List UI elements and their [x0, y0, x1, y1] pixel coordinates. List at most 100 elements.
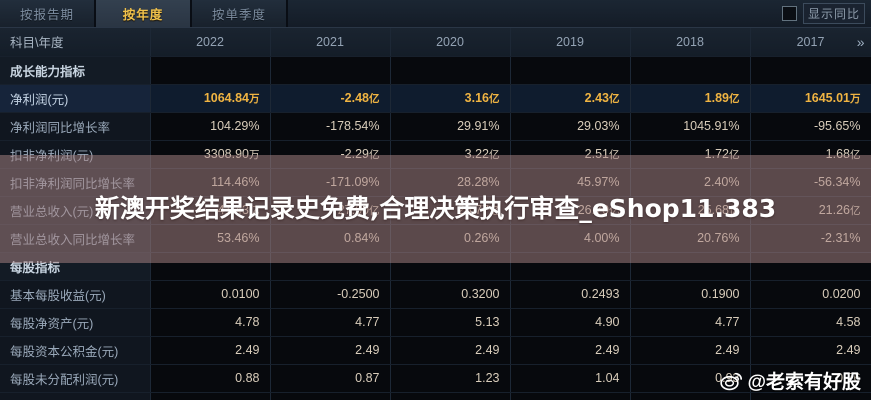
cell-2020: 1.23 [390, 364, 511, 393]
cell-2017: 0.33 [750, 392, 871, 400]
row-label: 营业总收入同比增长率 [0, 224, 151, 253]
cell-2021: -2.48亿 [270, 84, 391, 113]
table-row[interactable]: 每股未分配利润(元) 0.88 0.87 1.23 1.04 0.93 0.76 [0, 364, 871, 393]
cell-2020: 3.16亿 [390, 84, 511, 113]
table-row[interactable]: 每股资本公积金(元) 2.49 2.49 2.49 2.49 2.49 2.49 [0, 336, 871, 365]
cell-2018: 1.72亿 [630, 140, 751, 169]
cell-2021 [270, 252, 391, 281]
table-row[interactable]: 扣非净利润同比增长率 114.46% -171.09% 28.28% 45.97% 2.4… [0, 168, 871, 197]
table-row[interactable]: 每股指标 [0, 252, 871, 281]
tab-label: 按单季度 [211, 8, 266, 22]
cell-2019: 26.70亿 [510, 196, 631, 225]
cell-2022: 104.29% [150, 112, 271, 141]
cell-2021: 0.87 [270, 364, 391, 393]
cell-2018: 1.89亿 [630, 84, 751, 113]
tab-by-report-period[interactable]: 按报告期 [0, 0, 96, 27]
cell-2018 [630, 56, 751, 85]
cell-2022 [150, 56, 271, 85]
cell-2022: 3308.90万 [150, 140, 271, 169]
tab-label: 按报告期 [19, 8, 74, 22]
cell-2019: 45.97% [510, 168, 631, 197]
cell-2022: 4.78 [150, 308, 271, 337]
cell-2019: 29.03% [510, 112, 631, 141]
header-year-2017[interactable]: 2017 » [750, 28, 871, 57]
cell-2020: 29.91% [390, 112, 511, 141]
chevron-double-right-icon[interactable]: » [856, 33, 865, 50]
cell-2022: 114.46% [150, 168, 271, 197]
period-tabbar: 按报告期 按年度 按单季度 显示同比 [0, 0, 871, 28]
cell-2021: 4.77 [270, 308, 391, 337]
header-year-2022[interactable]: 2022 [150, 28, 271, 57]
row-label: 每股经营现金流(元) [0, 392, 151, 400]
table-row[interactable]: 扣非净利润(元) 3308.90万 -2.29亿 3.22亿 2.51亿 1.72亿 1.6… [0, 140, 871, 169]
cell-2022: 41.43亿 [150, 196, 271, 225]
row-label: 扣非净利润(元) [0, 140, 151, 169]
header-year-2019[interactable]: 2019 [510, 28, 631, 57]
cell-2020 [390, 252, 511, 281]
cell-2020: 3.22亿 [390, 140, 511, 169]
cell-2017: -2.31% [750, 224, 871, 253]
cell-2017 [750, 252, 871, 281]
cell-2017: -95.65% [750, 112, 871, 141]
table-row[interactable]: 净利润同比增长率 104.29% -178.54% 29.91% 29.03% 1045.… [0, 112, 871, 141]
cell-2018: 20.76% [630, 224, 751, 253]
show-yoy-label[interactable]: 显示同比 [802, 3, 865, 24]
cell-2019: 2.51亿 [510, 140, 631, 169]
cell-2020: 0.3200 [390, 280, 511, 309]
cell-2020: 28.28% [390, 168, 511, 197]
cell-2018: 1045.91% [630, 112, 751, 141]
row-label: 每股未分配利润(元) [0, 364, 151, 393]
cell-2019: 0.36 [510, 392, 631, 400]
cell-2017: -56.34% [750, 168, 871, 197]
header-year-2018[interactable]: 2018 [630, 28, 751, 57]
cell-2022: 0.0100 [150, 280, 271, 309]
cell-2017 [750, 56, 871, 85]
table-row[interactable]: 成长能力指标 [0, 56, 871, 85]
cell-2020: 26.77亿 [390, 196, 511, 225]
cell-2020 [390, 56, 511, 85]
header-year-2021[interactable]: 2021 [270, 28, 391, 57]
table-body: 成长能力指标 净利润(元) 1064.84万 -2.48亿 3.16亿 2.43亿 1.89… [0, 56, 871, 400]
table-row[interactable]: 基本每股收益(元) 0.0100 -0.2500 0.3200 0.2493 0.1900… [0, 280, 871, 309]
header-row: 科目\年度 2022 2021 2020 2019 2018 2017 » [0, 28, 871, 57]
cell-2021: -2.29亿 [270, 140, 391, 169]
cell-2019: 4.00% [510, 224, 631, 253]
tab-by-year[interactable]: 按年度 [96, 0, 192, 27]
cell-2017: 1.68亿 [750, 140, 871, 169]
cell-2017: 2.49 [750, 336, 871, 365]
table-row[interactable]: 每股经营现金流(元)0.030.250.520.360.300.33 [0, 392, 871, 400]
header-year-2020[interactable]: 2020 [390, 28, 511, 57]
financial-table: 科目\年度 2022 2021 2020 2019 2018 2017 » 成长… [0, 28, 871, 400]
cell-2018: 0.93 [630, 364, 751, 393]
row-label: 净利润(元) [0, 84, 151, 113]
table-row[interactable]: 营业总收入(元) 41.43亿 27.00亿 26.77亿 26.70亿 25.68亿 21… [0, 196, 871, 225]
toolbar-right: 显示同比 [781, 3, 865, 24]
cell-2021: 27.00亿 [270, 196, 391, 225]
tab-by-single-quarter[interactable]: 按单季度 [192, 0, 288, 27]
cell-2022: 0.88 [150, 364, 271, 393]
row-label: 基本每股收益(元) [0, 280, 151, 309]
row-label: 每股指标 [0, 252, 151, 281]
cell-2017: 0.0200 [750, 280, 871, 309]
table-row[interactable]: 营业总收入同比增长率 53.46% 0.84% 0.26% 4.00% 20.76% -2.… [0, 224, 871, 253]
cell-2020: 5.13 [390, 308, 511, 337]
table-row[interactable]: 净利润(元) 1064.84万 -2.48亿 3.16亿 2.43亿 1.89亿 1645.… [0, 84, 871, 113]
show-yoy-checkbox[interactable] [781, 6, 797, 21]
cell-2017: 4.58 [750, 308, 871, 337]
cell-2021: 0.84% [270, 224, 391, 253]
table-header: 科目\年度 2022 2021 2020 2019 2018 2017 » [0, 28, 871, 57]
cell-2022 [150, 252, 271, 281]
row-label: 净利润同比增长率 [0, 112, 151, 141]
cell-2017: 1645.01万 [750, 84, 871, 113]
table-row[interactable]: 每股净资产(元) 4.78 4.77 5.13 4.90 4.77 4.58 [0, 308, 871, 337]
header-corner: 科目\年度 [0, 28, 151, 57]
cell-2018: 0.1900 [630, 280, 751, 309]
row-label: 每股净资产(元) [0, 308, 151, 337]
row-label: 营业总收入(元) [0, 196, 151, 225]
cell-2020: 2.49 [390, 336, 511, 365]
cell-2017: 0.76 [750, 364, 871, 393]
cell-2022: 1064.84万 [150, 84, 271, 113]
cell-2020: 0.52 [390, 392, 511, 400]
cell-2019: 2.49 [510, 336, 631, 365]
